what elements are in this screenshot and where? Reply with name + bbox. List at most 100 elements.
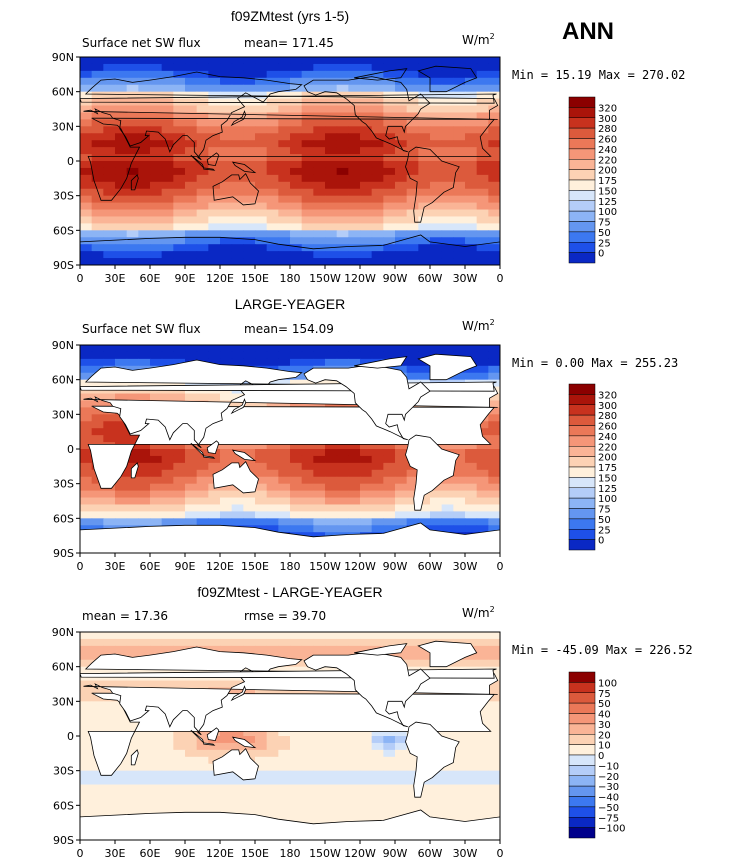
colorbar-swatch bbox=[568, 817, 596, 828]
lat-tick-label: 30N bbox=[52, 120, 74, 133]
colorbar-swatch bbox=[568, 682, 596, 693]
colorbar-swatch bbox=[568, 744, 596, 756]
lat-tick-label: 0 bbox=[67, 155, 74, 168]
colorbar-label: 100 bbox=[598, 494, 617, 505]
panel-2-title: LARGE-YEAGER bbox=[234, 296, 346, 312]
lon-tick-label: 150W bbox=[309, 847, 341, 860]
colorbar-swatch bbox=[568, 487, 596, 499]
colorbar-swatch bbox=[568, 107, 596, 118]
colorbar-swatch bbox=[568, 539, 596, 551]
colorbar-swatch bbox=[568, 765, 596, 776]
colorbar-swatch bbox=[568, 806, 596, 818]
lon-tick-label: 30E bbox=[105, 272, 126, 285]
colorbar-label: 300 bbox=[598, 401, 617, 412]
colorbar-swatch bbox=[568, 529, 596, 540]
colorbar-label: −20 bbox=[598, 772, 619, 783]
colorbar-swatch bbox=[568, 383, 596, 395]
panel-1-mean: mean= 171.45 bbox=[244, 36, 334, 50]
panel-2-field-label: Surface net SW flux bbox=[82, 322, 201, 336]
colorbar-label: 40 bbox=[598, 710, 611, 721]
colorbar-swatch bbox=[568, 231, 596, 243]
lat-tick-label: 90S bbox=[53, 834, 74, 847]
lat-tick-label: 60S bbox=[53, 512, 74, 525]
colorbar-swatch bbox=[568, 518, 596, 530]
lat-tick-label: 30N bbox=[52, 408, 74, 421]
colorbar-swatch bbox=[568, 117, 596, 129]
colorbar-swatch bbox=[568, 734, 596, 745]
colorbar-label: 30 bbox=[598, 720, 611, 731]
colorbar-label: 75 bbox=[598, 689, 611, 700]
colorbar-swatch bbox=[568, 169, 596, 181]
colorbar-swatch bbox=[568, 796, 596, 808]
lon-tick-label: 90E bbox=[175, 272, 196, 285]
lat-tick-label: 60N bbox=[52, 374, 74, 387]
panel-3-title: f09ZMtest - LARGE-YEAGER bbox=[197, 584, 383, 600]
colorbar-swatch bbox=[568, 713, 596, 725]
lon-tick-label: 180 bbox=[280, 272, 301, 285]
colorbar-label: 0 bbox=[598, 751, 604, 762]
lon-tick-label: 0 bbox=[77, 272, 84, 285]
lat-tick-label: 90N bbox=[52, 339, 74, 352]
lon-tick-label: 90W bbox=[383, 272, 408, 285]
lon-tick-label: 0 bbox=[497, 847, 504, 860]
colorbar-swatch bbox=[568, 827, 596, 839]
panel-2-minmax: Min = 0.00 Max = 255.23 bbox=[512, 356, 679, 370]
lon-tick-label: 120E bbox=[206, 272, 234, 285]
colorbar-label: 0 bbox=[598, 536, 604, 547]
coastlines bbox=[79, 640, 501, 841]
lat-tick-label: 60S bbox=[53, 224, 74, 237]
lat-tick-label: 30S bbox=[53, 765, 74, 778]
colorbar-swatch bbox=[568, 723, 596, 735]
colorbar-label: 20 bbox=[598, 730, 611, 741]
panel-3-mean: mean = 17.36 bbox=[82, 609, 169, 623]
colorbar-swatch bbox=[568, 702, 596, 714]
colorbar-swatch bbox=[568, 446, 596, 457]
panel-2-units: W/m2 bbox=[462, 318, 495, 333]
panel-3-units: W/m2 bbox=[462, 605, 495, 620]
colorbar-label: 10 bbox=[598, 741, 611, 752]
lat-tick-label: 90S bbox=[53, 259, 74, 272]
colorbar-label: 320 bbox=[598, 103, 617, 114]
colorbar-label: 75 bbox=[598, 218, 611, 229]
colorbar-swatch bbox=[568, 404, 596, 416]
colorbar-label: −100 bbox=[598, 824, 625, 835]
colorbar-swatch bbox=[568, 456, 596, 468]
colorbar-label: 200 bbox=[598, 453, 617, 464]
lon-tick-label: 150W bbox=[309, 560, 341, 573]
colorbar-swatch bbox=[568, 242, 596, 253]
lon-tick-label: 150E bbox=[241, 560, 269, 573]
colorbar-label: 175 bbox=[598, 463, 617, 474]
colorbar-label: 260 bbox=[598, 135, 617, 146]
lon-tick-label: 0 bbox=[497, 560, 504, 573]
colorbar-label: 25 bbox=[598, 238, 611, 249]
colorbar-swatch bbox=[568, 477, 596, 488]
colorbar-label: 320 bbox=[598, 390, 617, 401]
colorbar-label: 260 bbox=[598, 422, 617, 433]
lat-tick-label: 60S bbox=[53, 799, 74, 812]
colorbar-label: 175 bbox=[598, 176, 617, 187]
lon-tick-label: 120W bbox=[344, 847, 376, 860]
colorbar-swatch bbox=[568, 221, 596, 233]
lat-tick-label: 30N bbox=[52, 695, 74, 708]
colorbar-swatch bbox=[568, 190, 596, 201]
colorbar-swatch bbox=[568, 435, 596, 447]
lat-tick-label: 30S bbox=[53, 190, 74, 203]
colorbar-swatch bbox=[568, 785, 596, 797]
lon-tick-label: 60E bbox=[140, 560, 161, 573]
lon-tick-label: 30E bbox=[105, 560, 126, 573]
colorbar-label: 50 bbox=[598, 515, 611, 526]
colorbar-swatch bbox=[568, 96, 596, 108]
panel-1-title: f09ZMtest (yrs 1-5) bbox=[230, 8, 350, 24]
colorbar-label: −30 bbox=[598, 782, 619, 793]
lon-tick-label: 0 bbox=[497, 272, 504, 285]
lon-tick-label: 90W bbox=[383, 847, 408, 860]
colorbar-label: −50 bbox=[598, 803, 619, 814]
lon-tick-label: 0 bbox=[77, 560, 84, 573]
colorbar-swatch bbox=[568, 775, 596, 787]
colorbar-label: 220 bbox=[598, 155, 617, 166]
lon-tick-label: 90E bbox=[175, 847, 196, 860]
